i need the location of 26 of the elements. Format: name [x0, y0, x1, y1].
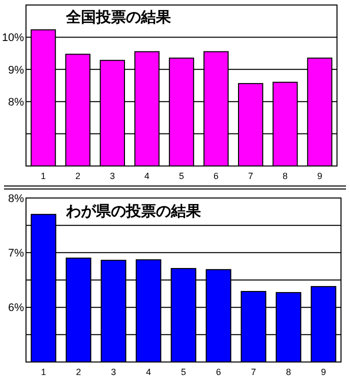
x-tick-label: 7	[250, 367, 256, 377]
x-tick-label: 5	[180, 367, 186, 377]
x-tick-label: 2	[75, 171, 80, 181]
x-tick-label: 1	[40, 171, 46, 181]
x-tick-label: 4	[144, 171, 150, 181]
y-tick-label: 9%	[8, 64, 24, 76]
x-tick-label: 2	[76, 367, 82, 377]
y-tick-label: 8%	[8, 96, 24, 108]
y-tick-label: 10%	[2, 32, 24, 44]
x-tick-label: 8	[282, 171, 288, 181]
x-tick-label: 7	[248, 171, 254, 181]
x-tick-label: 6	[214, 171, 219, 181]
chart-title: わが県の投票の結果	[65, 202, 202, 220]
y-tick-label: 8%	[8, 192, 24, 205]
x-tick-label: 4	[146, 367, 152, 377]
x-tick-label: 3	[110, 367, 116, 377]
x-tick-label: 3	[110, 171, 115, 181]
y-tick-label: 6%	[8, 302, 24, 314]
chart-title: 全国投票の結果	[65, 8, 172, 26]
x-tick-label: 1	[40, 367, 46, 377]
x-tick-label: 8	[286, 367, 292, 377]
x-tick-label: 5	[178, 171, 184, 181]
x-tick-label: 9	[317, 171, 322, 181]
x-tick-label: 9	[320, 367, 326, 377]
x-tick-label: 6	[216, 367, 222, 377]
y-tick-label: 7%	[8, 248, 24, 260]
